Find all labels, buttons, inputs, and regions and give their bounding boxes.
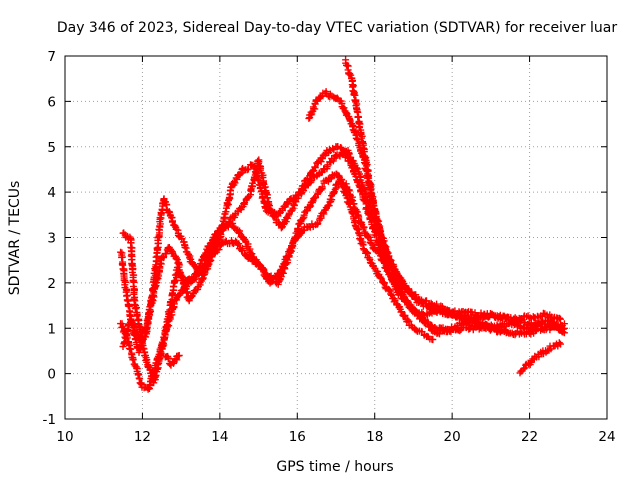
x-tick-label: 12 (134, 429, 151, 445)
y-tick-label: 1 (47, 321, 56, 337)
data-point (169, 282, 178, 291)
data-point (132, 311, 142, 320)
series-track-7 (161, 351, 184, 370)
x-tick-label: 18 (366, 429, 383, 445)
y-tick-label: 7 (47, 49, 56, 65)
series-track-6 (341, 55, 565, 325)
x-tick-label: 10 (56, 429, 73, 445)
x-tick-label: 16 (289, 429, 306, 445)
x-tick-label: 24 (598, 429, 615, 445)
x-tick-label: 20 (444, 429, 461, 445)
data-point (131, 304, 141, 313)
x-tick-label: 14 (211, 429, 228, 445)
chart-title: Day 346 of 2023, Sidereal Day-to-day VTE… (57, 20, 618, 36)
data-point (126, 344, 135, 354)
data-point (124, 300, 133, 309)
y-axis-label: SDTVAR / TECUs (7, 181, 23, 296)
y-tick-label: -1 (43, 412, 56, 428)
data-point (157, 209, 166, 218)
y-tick-label: 3 (47, 231, 56, 247)
y-tick-label: 2 (47, 276, 56, 292)
series-track-8 (515, 338, 565, 378)
y-tick-label: 4 (47, 185, 56, 201)
x-axis-label: GPS time / hours (276, 459, 393, 475)
y-tick-label: 0 (47, 367, 56, 383)
grid-lines (65, 56, 607, 419)
data-point (134, 370, 143, 380)
y-tick-label: 6 (47, 94, 56, 110)
x-tick-label: 22 (521, 429, 538, 445)
y-tick-label: 5 (47, 140, 56, 156)
series-track-4 (116, 146, 569, 357)
data-points (116, 55, 569, 394)
series-track-1 (118, 169, 569, 387)
